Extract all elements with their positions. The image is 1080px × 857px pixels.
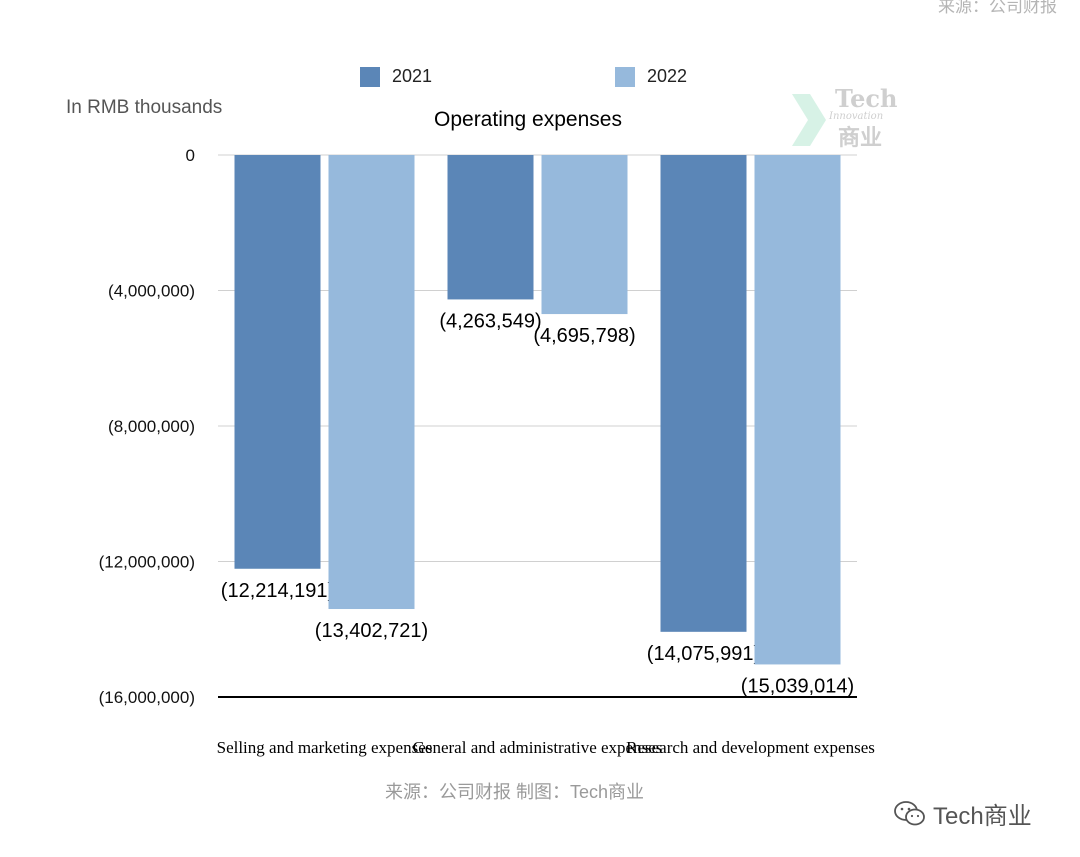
wechat-icon [894, 800, 925, 825]
x-category-label: Research and development expenses [626, 738, 875, 757]
data-label: (15,039,014) [741, 675, 854, 697]
data-label: (4,263,549) [439, 310, 541, 332]
bar-2021-1 [234, 155, 321, 569]
y-tick-label: 0 [186, 146, 195, 165]
legend-swatch-2021 [360, 66, 380, 87]
wechat-label: Tech商业 [933, 803, 1032, 830]
units-label: In RMB thousands [66, 97, 223, 118]
bar-2022-3 [754, 155, 841, 665]
watermark-tech: Tech [835, 84, 898, 113]
bar-2021-2 [447, 155, 534, 300]
watermark-logo: Tech Innovation 商业 [788, 84, 908, 151]
data-label: (13,402,721) [315, 620, 428, 642]
data-label: (14,075,991) [647, 643, 760, 665]
chevron-logo-icon [792, 94, 826, 146]
watermark-innovation: Innovation [829, 111, 884, 122]
data-label: (12,214,191) [221, 580, 334, 602]
watermark-cn: 商业 [838, 126, 883, 151]
data-label: (4,695,798) [533, 325, 635, 347]
x-category-label: General and administrative expenses [413, 738, 663, 757]
legend-swatch-2022 [615, 66, 635, 87]
y-tick-label: (8,000,000) [108, 417, 195, 436]
legend-item-2021: 2021 [360, 66, 432, 87]
bar-2022-2 [541, 155, 628, 315]
y-tick-label: (16,000,000) [99, 688, 195, 707]
y-tick-label: (4,000,000) [108, 282, 195, 301]
bar-2021-3 [660, 155, 747, 632]
legend-label-2022: 2022 [647, 66, 688, 86]
x-category-label: Selling and marketing expenses [217, 738, 433, 757]
legend-item-2022: 2022 [615, 66, 687, 87]
chart-title: Operating expenses [434, 108, 622, 131]
top-source-text: 来源：公司财报 [938, 0, 1057, 16]
legend-label-2021: 2021 [392, 66, 433, 86]
y-tick-label: (12,000,000) [99, 553, 195, 572]
bar-2022-1 [328, 155, 415, 610]
wechat-watermark: Tech商业 [893, 796, 1032, 831]
source-caption: 来源：公司财报 制图：Tech商业 [385, 782, 645, 802]
